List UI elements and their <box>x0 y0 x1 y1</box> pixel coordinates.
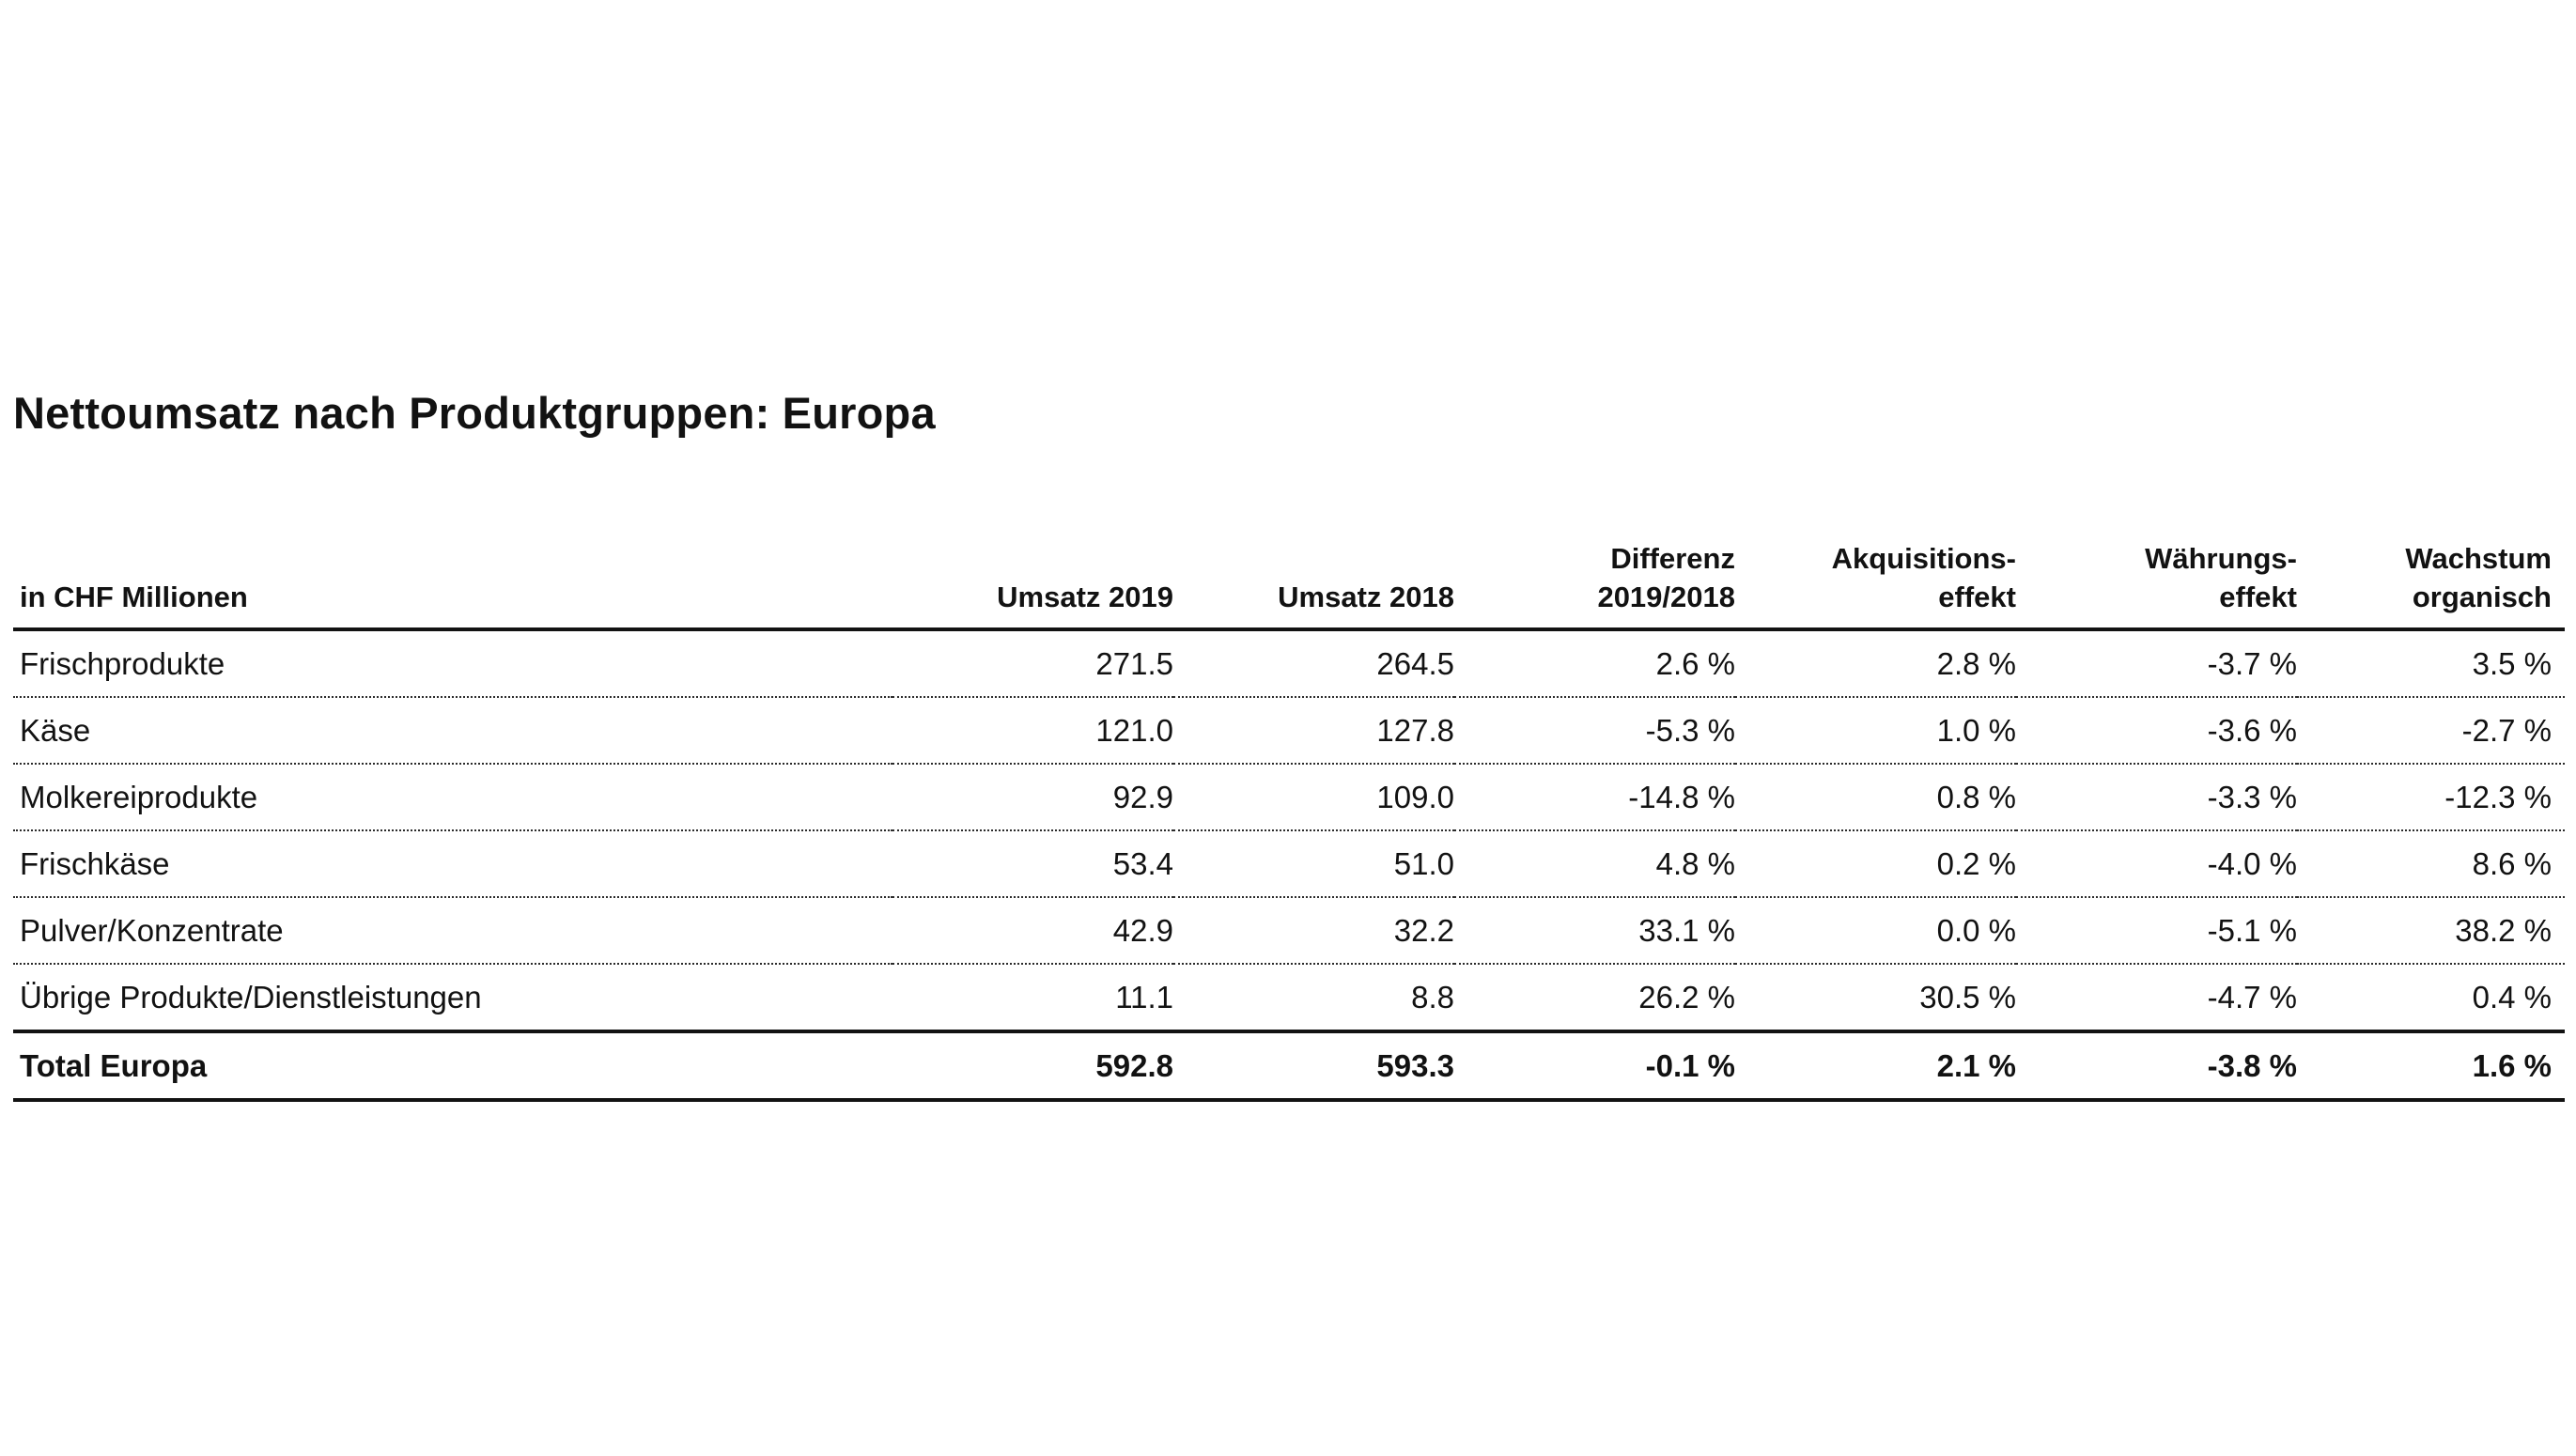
row-label: Frischprodukte <box>13 629 892 698</box>
cell-akquisitionseffekt: 1.0 % <box>1735 697 2016 765</box>
table-header: in CHF Millionen Umsatz 2019 Umsatz 2018… <box>13 539 2565 631</box>
row-label: Pulver/Konzentrate <box>13 897 892 965</box>
table-body: Frischprodukte 271.5 264.5 2.6 % 2.8 % -… <box>13 629 2565 1102</box>
total-differenz: -0.1 % <box>1454 1030 1735 1102</box>
total-row: Total Europa 592.8 593.3 -0.1 % 2.1 % -3… <box>13 1030 2565 1102</box>
total-waehrungseffekt: -3.8 % <box>2016 1030 2297 1102</box>
cell-differenz: -5.3 % <box>1454 697 1735 765</box>
cell-wachstum-organisch: -12.3 % <box>2297 764 2565 831</box>
table-row: Pulver/Konzentrate 42.9 32.2 33.1 % 0.0 … <box>13 897 2565 965</box>
table-row: Molkereiprodukte 92.9 109.0 -14.8 % 0.8 … <box>13 764 2565 831</box>
cell-akquisitionseffekt: 0.0 % <box>1735 897 2016 965</box>
cell-umsatz-2018: 264.5 <box>1173 629 1454 698</box>
page-title: Nettoumsatz nach Produktgruppen: Europa <box>13 388 936 438</box>
cell-akquisitionseffekt: 2.8 % <box>1735 629 2016 698</box>
cell-wachstum-organisch: -2.7 % <box>2297 697 2565 765</box>
cell-waehrungseffekt: -3.7 % <box>2016 629 2297 698</box>
cell-waehrungseffekt: -3.3 % <box>2016 764 2297 831</box>
cell-umsatz-2019: 11.1 <box>892 964 1173 1032</box>
cell-differenz: -14.8 % <box>1454 764 1735 831</box>
cell-waehrungseffekt: -4.7 % <box>2016 964 2297 1032</box>
cell-umsatz-2018: 8.8 <box>1173 964 1454 1032</box>
cell-umsatz-2019: 92.9 <box>892 764 1173 831</box>
cell-differenz: 4.8 % <box>1454 830 1735 898</box>
header-differenz: Differenz 2019/2018 <box>1454 539 1735 631</box>
cell-differenz: 26.2 % <box>1454 964 1735 1032</box>
cell-akquisitionseffekt: 0.8 % <box>1735 764 2016 831</box>
cell-wachstum-organisch: 38.2 % <box>2297 897 2565 965</box>
header-waehrungseffekt: Währungs- effekt <box>2016 539 2297 631</box>
cell-akquisitionseffekt: 0.2 % <box>1735 830 2016 898</box>
cell-akquisitionseffekt: 30.5 % <box>1735 964 2016 1032</box>
cell-waehrungseffekt: -3.6 % <box>2016 697 2297 765</box>
cell-wachstum-organisch: 3.5 % <box>2297 629 2565 698</box>
total-label: Total Europa <box>13 1030 892 1102</box>
cell-umsatz-2018: 127.8 <box>1173 697 1454 765</box>
cell-umsatz-2018: 109.0 <box>1173 764 1454 831</box>
cell-umsatz-2019: 42.9 <box>892 897 1173 965</box>
header-unit-label: in CHF Millionen <box>13 539 892 631</box>
cell-umsatz-2019: 271.5 <box>892 629 1173 698</box>
table-row: Frischkäse 53.4 51.0 4.8 % 0.2 % -4.0 % … <box>13 830 2565 898</box>
header-akquisitionseffekt: Akquisitions- effekt <box>1735 539 2016 631</box>
cell-umsatz-2018: 51.0 <box>1173 830 1454 898</box>
header-wachstum-organisch: Wachstum organisch <box>2297 539 2565 631</box>
cell-wachstum-organisch: 8.6 % <box>2297 830 2565 898</box>
cell-differenz: 33.1 % <box>1454 897 1735 965</box>
row-label: Molkereiprodukte <box>13 764 892 831</box>
total-umsatz-2018: 593.3 <box>1173 1030 1454 1102</box>
header-umsatz-2019: Umsatz 2019 <box>892 539 1173 631</box>
cell-umsatz-2018: 32.2 <box>1173 897 1454 965</box>
row-label: Übrige Produkte/Dienstleistungen <box>13 964 892 1032</box>
cell-differenz: 2.6 % <box>1454 629 1735 698</box>
total-wachstum-organisch: 1.6 % <box>2297 1030 2565 1102</box>
table-row: Übrige Produkte/Dienstleistungen 11.1 8.… <box>13 964 2565 1032</box>
cell-waehrungseffekt: -5.1 % <box>2016 897 2297 965</box>
header-umsatz-2018: Umsatz 2018 <box>1173 539 1454 631</box>
table-row: Käse 121.0 127.8 -5.3 % 1.0 % -3.6 % -2.… <box>13 697 2565 765</box>
cell-umsatz-2019: 53.4 <box>892 830 1173 898</box>
row-label: Käse <box>13 697 892 765</box>
cell-waehrungseffekt: -4.0 % <box>2016 830 2297 898</box>
total-akquisitionseffekt: 2.1 % <box>1735 1030 2016 1102</box>
net-revenue-by-product-group-table: in CHF Millionen Umsatz 2019 Umsatz 2018… <box>13 539 2565 1102</box>
cell-wachstum-organisch: 0.4 % <box>2297 964 2565 1032</box>
total-umsatz-2019: 592.8 <box>892 1030 1173 1102</box>
table-row: Frischprodukte 271.5 264.5 2.6 % 2.8 % -… <box>13 629 2565 698</box>
cell-umsatz-2019: 121.0 <box>892 697 1173 765</box>
row-label: Frischkäse <box>13 830 892 898</box>
header-row: in CHF Millionen Umsatz 2019 Umsatz 2018… <box>13 539 2565 631</box>
